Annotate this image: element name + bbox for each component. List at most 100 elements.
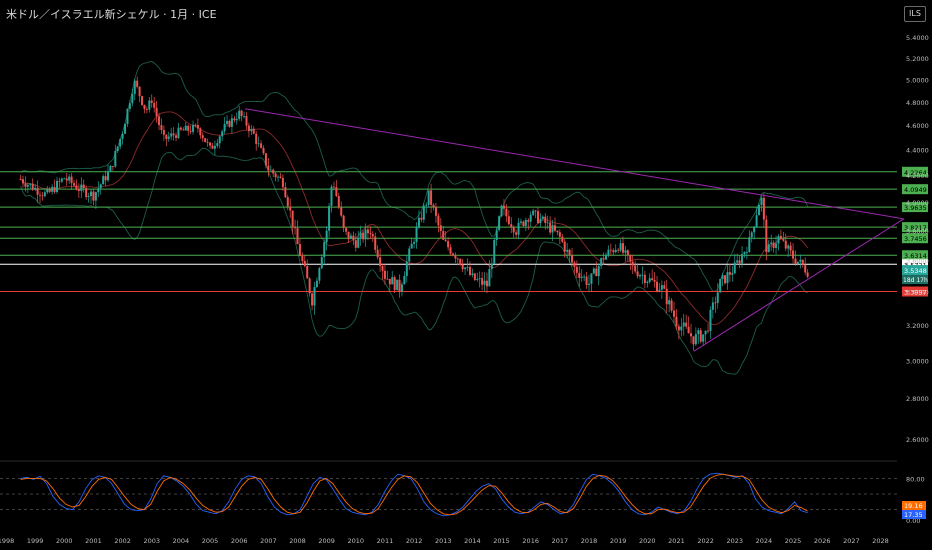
candle-body [694, 334, 697, 345]
candle-body [595, 268, 598, 277]
candle-body [451, 253, 454, 256]
candle-body [162, 130, 165, 135]
candle-body [583, 276, 586, 278]
candle-body [787, 245, 790, 249]
candle-body [488, 269, 491, 287]
candle-body [714, 302, 717, 304]
y-tick-label: 3.6000 [906, 257, 929, 265]
y-tick-label: 5.2000 [906, 55, 929, 63]
candle-body [588, 283, 590, 285]
price-level-badge [902, 286, 928, 297]
candle-body [697, 330, 700, 335]
oscillator-value-badge [902, 501, 926, 510]
candle-body [743, 252, 746, 255]
candle-body [58, 180, 61, 182]
candle-body [184, 125, 187, 131]
y-tick-label: 3.2000 [906, 322, 929, 330]
candle-body [767, 244, 770, 253]
candle-body [77, 189, 80, 191]
candle-body [668, 300, 671, 305]
candle-body [677, 326, 680, 331]
candle-body [673, 310, 676, 317]
candle-body [104, 176, 107, 181]
y-tick-label: 3.4000 [906, 288, 929, 296]
candle-body [473, 273, 476, 280]
candle-body [131, 93, 134, 104]
candle-body [126, 108, 129, 124]
candle-body [36, 187, 39, 195]
candle-body [206, 142, 209, 143]
candle-body [590, 273, 593, 284]
candle-body [660, 285, 663, 290]
candle-body [240, 110, 243, 117]
x-tick-label: 2003 [143, 537, 160, 545]
candle-body [138, 86, 141, 97]
candle-body [544, 216, 547, 223]
y-tick-label: 4.2000 [906, 172, 929, 180]
candle-body [410, 243, 413, 249]
candle-body [432, 204, 435, 208]
candle-body [782, 238, 785, 241]
candle-body [247, 125, 250, 132]
candle-body [500, 205, 503, 217]
candle-body [175, 135, 178, 138]
candle-body [719, 278, 722, 293]
candle-body [393, 277, 396, 291]
candle-body [736, 260, 739, 263]
candle-body [313, 287, 316, 306]
candle-body [306, 266, 309, 279]
candle-body [792, 250, 795, 259]
oscillator-tick-label: 80.00 [906, 475, 925, 483]
candle-body [461, 264, 464, 270]
y-tick-label: 2.6000 [906, 436, 929, 444]
candle-body [335, 187, 338, 197]
candle-body [172, 133, 175, 136]
y-tick-label: 2.8000 [906, 395, 929, 403]
candle-body [804, 265, 807, 273]
candle-body [337, 196, 340, 208]
candle-body [301, 255, 304, 261]
candle-body [762, 197, 765, 220]
moving-average-line [20, 111, 808, 325]
candle-body [230, 118, 233, 127]
candle-body [381, 266, 384, 271]
oscillator-tick-label: 0.00 [906, 517, 920, 525]
candle-body [748, 237, 751, 253]
x-tick-label: 2006 [231, 537, 248, 545]
candle-body [529, 214, 532, 222]
x-tick-label: 2010 [348, 537, 365, 545]
candle-body [731, 273, 734, 275]
candle-body [617, 249, 620, 251]
candle-body [553, 225, 556, 231]
candle-body [238, 110, 241, 119]
candle-body [92, 191, 95, 201]
x-tick-label: 2017 [552, 537, 569, 545]
candle-body [675, 316, 678, 327]
candle-body [607, 249, 610, 256]
trendline [244, 108, 904, 220]
candle-body [218, 136, 221, 144]
bollinger-upper [20, 60, 809, 292]
candle-body [26, 184, 29, 187]
candle-body [391, 277, 394, 285]
horizontal-levels: 4.22644.09493.96353.82173.74563.63143.57… [0, 166, 928, 297]
x-tick-label: 2000 [56, 537, 73, 545]
candle-body [179, 127, 182, 130]
y-tick-label: 4.8000 [906, 99, 929, 107]
candle-body [425, 204, 428, 206]
candle-body [277, 176, 280, 178]
candle-body [770, 242, 773, 245]
candle-body [366, 229, 369, 234]
candle-body [347, 231, 350, 239]
candle-body [663, 285, 666, 289]
candle-body [571, 255, 573, 263]
candle-body [483, 280, 486, 285]
currency-badge[interactable]: ILS [904, 6, 926, 22]
candle-body [43, 192, 46, 197]
candle-body [374, 236, 377, 250]
candle-body [281, 177, 284, 188]
candle-body [405, 261, 408, 276]
x-tick-label: 2021 [668, 537, 685, 545]
